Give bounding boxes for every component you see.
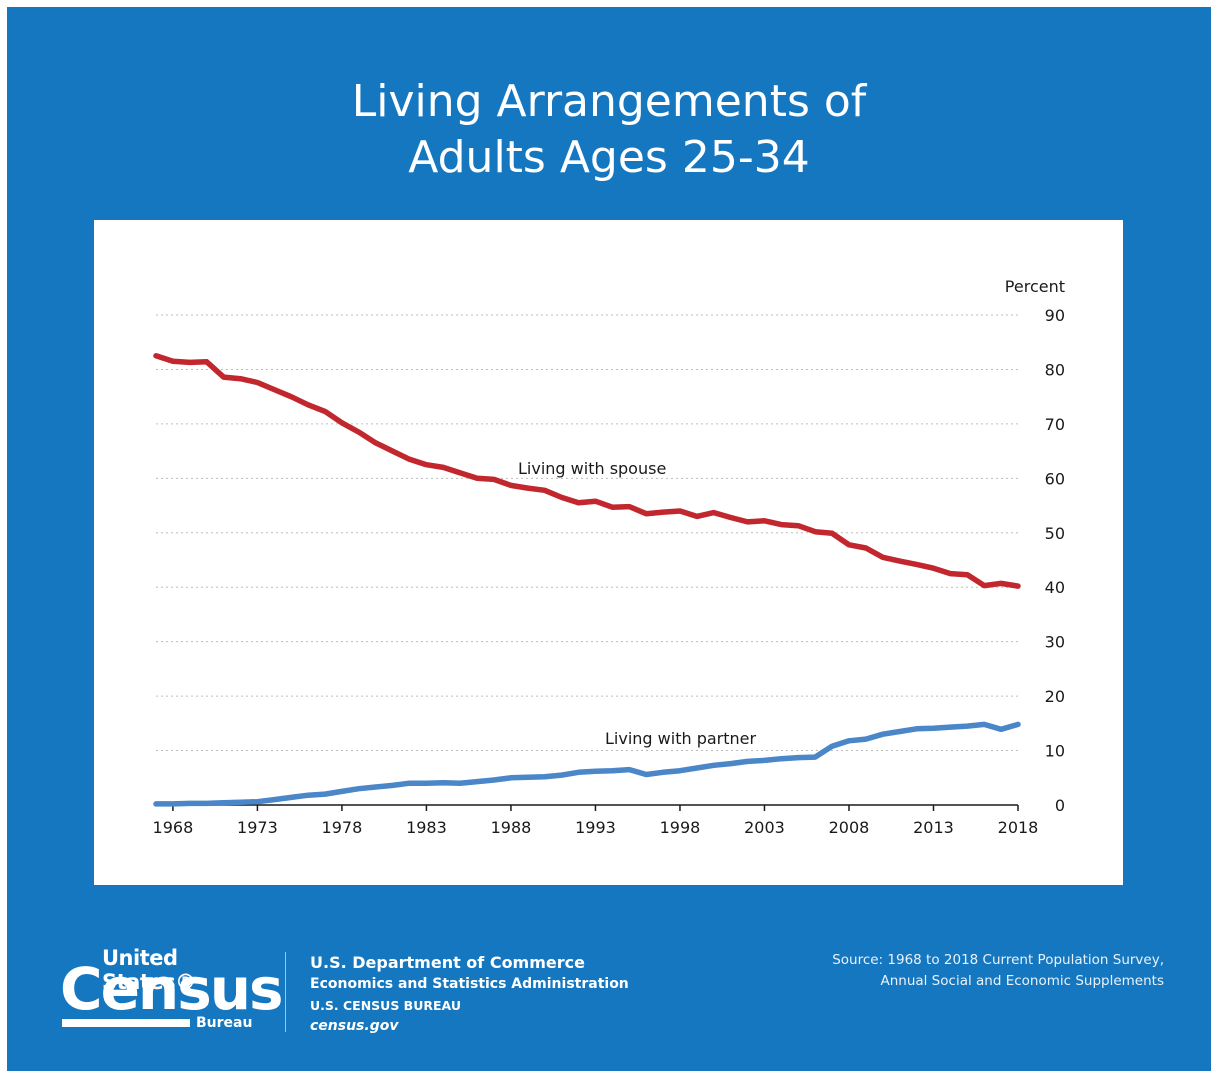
y-tick-label: 20 xyxy=(1045,687,1065,706)
dept-commerce: U.S. Department of Commerce xyxy=(310,953,585,972)
y-tick-label: 70 xyxy=(1045,415,1065,434)
chart-panel: 0 10 20 30 40 50 60 70 80 90 1968 1973 1978 1983 1988… xyxy=(94,220,1123,885)
x-tick-label: 1978 xyxy=(322,818,363,837)
x-tick-label: 2008 xyxy=(829,818,870,837)
department-block: U.S. Department of Commerce Economics an… xyxy=(310,952,629,1037)
y-tick-label: 30 xyxy=(1045,633,1065,652)
source-note: Source: 1968 to 2018 Current Population … xyxy=(832,950,1164,992)
x-tick-label: 1993 xyxy=(575,818,616,837)
logo-bureau-text: Bureau xyxy=(196,1015,253,1031)
y-axis-label: Percent xyxy=(1005,277,1065,296)
dept-esa: Economics and Statistics Administration xyxy=(310,976,629,992)
x-tick-label: 1983 xyxy=(406,818,447,837)
y-tick-label: 0 xyxy=(1055,796,1065,815)
census-bureau-logo[interactable]: United States® Census Bureau xyxy=(60,946,284,1032)
logo-census-text: Census xyxy=(60,955,284,1023)
series-line-spouse xyxy=(153,353,1021,589)
y-tick-label: 40 xyxy=(1045,578,1065,597)
x-tick-label: 1973 xyxy=(237,818,278,837)
source-line-1: Source: 1968 to 2018 Current Population … xyxy=(832,952,1164,968)
series-label-spouse: Living with spouse xyxy=(518,459,666,478)
footer-divider xyxy=(285,952,286,1032)
series-label-partner: Living with partner xyxy=(605,729,756,748)
x-tick-label: 2018 xyxy=(998,818,1039,837)
x-tick-label: 2003 xyxy=(744,818,785,837)
x-tick-label: 1998 xyxy=(660,818,701,837)
y-tick-label: 10 xyxy=(1045,742,1065,761)
chart-title-line1: Living Arrangements of xyxy=(351,76,867,127)
chart-title-line2: Adults Ages 25-34 xyxy=(408,132,810,183)
x-tick-label: 1988 xyxy=(491,818,532,837)
logo-underline-bar xyxy=(62,1019,190,1027)
x-tick-label: 1968 xyxy=(153,818,194,837)
source-line-2: Annual Social and Economic Supplements xyxy=(880,973,1164,989)
y-tick-label: 50 xyxy=(1045,524,1065,543)
dept-census-bureau: U.S. CENSUS BUREAU xyxy=(310,998,461,1013)
y-tick-label: 60 xyxy=(1045,469,1065,488)
y-tick-label: 90 xyxy=(1045,306,1065,325)
logo-united-states-text: United States® xyxy=(102,946,196,994)
line-chart: 0 10 20 30 40 50 60 70 80 90 1968 1973 1978 1983 1988… xyxy=(153,277,1065,837)
census-gov-link[interactable]: census.gov xyxy=(310,1018,399,1034)
y-tick-label: 80 xyxy=(1045,360,1065,379)
x-tick-label: 2013 xyxy=(913,818,954,837)
series-line-partner xyxy=(153,721,1021,807)
